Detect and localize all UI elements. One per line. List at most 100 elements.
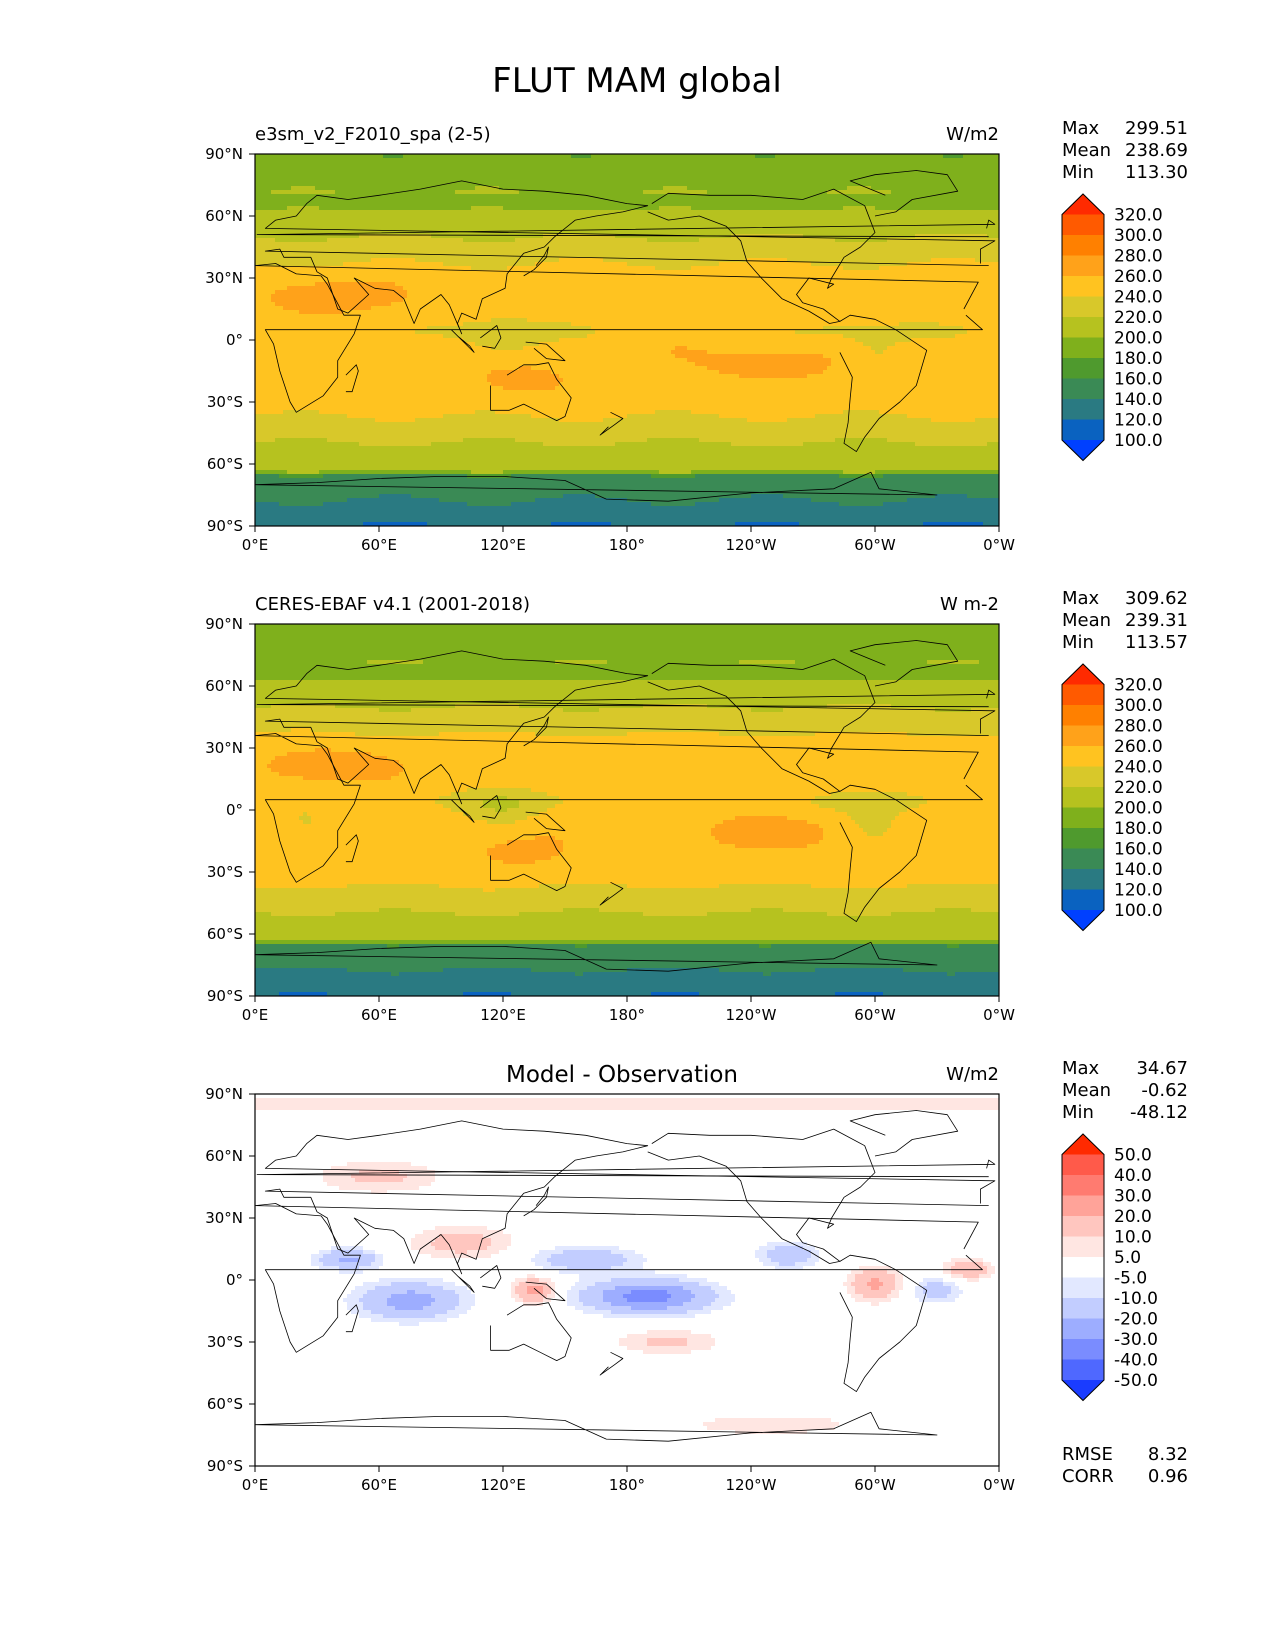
colorbar-tick-label: 240.0 [1114,758,1163,778]
colorbar-segment [1062,828,1104,849]
colorbar-extend-top [1062,1134,1104,1155]
colorbar-segment [1062,807,1104,829]
y-tick-label: 30°S [207,1333,243,1351]
stat-label: Max [1062,118,1100,139]
colorbar-segment [1062,358,1104,379]
x-tick-label: 120°W [726,536,777,554]
colorbar-segment [1062,889,1104,911]
colorbar-tick-label: -5.0 [1114,1269,1147,1289]
x-tick-label: 60°E [361,536,397,554]
y-tick-label: 60°N [205,677,243,695]
panel-1: 0°E 60°E 120°E 180° 120°W 60°W 0°W 90°N 60°N 30°N… [205,118,1188,554]
colorbar-tick-label: 320.0 [1114,676,1163,696]
x-tick-label: 0°E [242,536,269,554]
colorbar-tick-label: 200.0 [1114,799,1163,819]
colorbar-segment [1062,317,1104,338]
stat-label: Mean [1062,1080,1111,1101]
y-tick-label: 90°S [207,517,243,535]
x-tick-label: 0°E [242,1006,269,1024]
stat-label: Mean [1062,610,1111,631]
colorbar-segment [1062,1359,1104,1381]
y-tick-label: 0° [226,801,243,819]
colorbar-extend-bottom [1062,1380,1104,1401]
x-tick-label: 60°E [361,1006,397,1024]
colorbar-tick-label: 100.0 [1114,431,1163,451]
field-heatmap-3 [255,1094,999,1466]
colorbar-segment [1062,725,1104,747]
stat-label: Max [1062,588,1100,609]
y-tick-label: 90°N [205,1085,243,1103]
colorbar-tick-label: -10.0 [1114,1289,1158,1309]
colorbar-segment [1062,766,1104,788]
x-tick-label: 120°W [726,1006,777,1024]
x-tick-label: 120°E [480,1006,526,1024]
y-tick-label: 90°N [205,615,243,633]
colorbar-segment [1062,1216,1104,1237]
x-tick-label: 0°E [242,1476,269,1494]
colorbar-segment [1062,1195,1104,1217]
colorbar-2: 320.0300.0280.0260.0240.0220.0200.0180.0… [1061,663,1163,932]
x-tick-label: 60°E [361,1476,397,1494]
colorbar-tick-label: 5.0 [1114,1248,1141,1268]
colorbar-segment [1062,1277,1104,1299]
colorbar-segment [1062,1154,1104,1176]
x-tick-label: 0°W [983,1006,1015,1024]
y-tick-label: 0° [226,331,243,349]
colorbar-segment [1062,746,1104,767]
colorbar-3: 50.040.030.020.010.05.0-5.0-10.0-20.0-30… [1061,1133,1158,1402]
y-tick-label: 60°N [205,1147,243,1165]
colorbar-tick-label: -50.0 [1114,1371,1158,1391]
y-tick-label: 60°S [207,1395,243,1413]
colorbar-extend-bottom [1062,440,1104,461]
colorbar-tick-label: 180.0 [1114,349,1163,369]
colorbar-tick-label: 300.0 [1114,696,1163,716]
colorbar-tick-label: 260.0 [1114,267,1163,287]
y-tick-label: 30°N [205,269,243,287]
y-tick-label: 60°S [207,925,243,943]
panel-left-title: e3sm_v2_F2010_spa (2-5) [255,124,491,145]
colorbar-segment [1062,1318,1104,1340]
x-tick-label: 120°E [480,1476,526,1494]
x-tick-label: 60°W [854,1006,896,1024]
y-tick-label: 0° [226,1271,243,1289]
field-heatmap-1 [255,154,999,526]
x-tick-label: 60°W [854,1476,896,1494]
coastlines-2 [255,640,996,972]
colorbar-tick-label: 240.0 [1114,288,1163,308]
colorbar-segment [1062,1298,1104,1319]
colorbar-tick-label: 30.0 [1114,1187,1152,1207]
stat-value: 34.67 [1136,1058,1188,1079]
colorbar-tick-label: 20.0 [1114,1207,1152,1227]
coastlines-3 [255,1110,996,1442]
colorbar-tick-label: 220.0 [1114,778,1163,798]
y-tick-label: 60°N [205,207,243,225]
y-tick-label: 30°S [207,863,243,881]
stat-label: Min [1062,162,1094,183]
colorbar-segment [1062,787,1104,808]
coastlines-1 [255,170,996,502]
stat-value: 239.31 [1125,610,1188,631]
panel-left-title: CERES-EBAF v4.1 (2001-2018) [255,594,530,615]
panel-2: 0°E 60°E 120°E 180° 120°W 60°W 0°W 90°N 60°N 30°N… [205,588,1188,1024]
panel-units: W/m2 [946,1064,999,1085]
stat-value: 299.51 [1125,118,1188,139]
colorbar-tick-label: 100.0 [1114,901,1163,921]
colorbar-segment [1062,1236,1104,1258]
colorbar-segment [1062,419,1104,441]
x-tick-label: 120°W [726,1476,777,1494]
x-tick-label: 180° [609,1006,645,1024]
stat-label: Min [1062,1102,1094,1123]
stat-value: 113.30 [1125,162,1188,183]
x-tick-label: 180° [609,536,645,554]
colorbar-tick-label: 200.0 [1114,329,1163,349]
colorbar-tick-label: 260.0 [1114,737,1163,757]
y-tick-label: 30°N [205,739,243,757]
stat-value: 309.62 [1125,588,1188,609]
colorbar-tick-label: -30.0 [1114,1330,1158,1350]
stat-value: -48.12 [1130,1102,1188,1123]
stat-label: Max [1062,1058,1100,1079]
colorbar-tick-label: -20.0 [1114,1310,1158,1330]
stat-value: -0.62 [1141,1080,1188,1101]
colorbar-extend-top [1062,664,1104,685]
colorbar-segment [1062,296,1104,318]
